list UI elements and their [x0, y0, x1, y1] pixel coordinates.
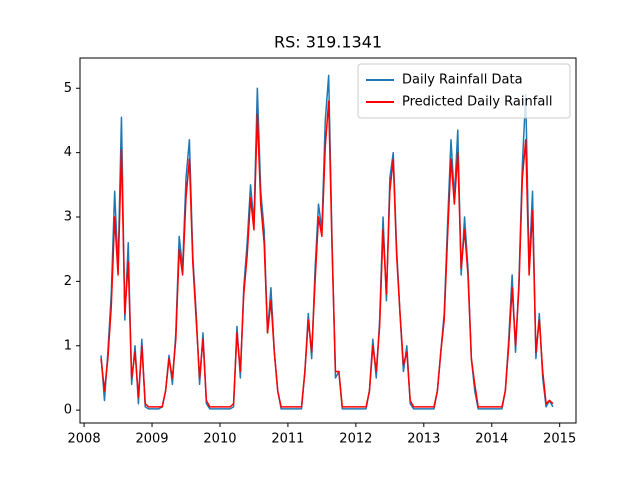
data-line	[100, 100, 554, 408]
legend-label: Predicted Daily Rainfall	[402, 95, 553, 110]
x-tick-label: 2015	[543, 432, 576, 447]
x-tick-label: 2011	[271, 432, 304, 447]
x-tick-label: 2010	[203, 432, 236, 447]
legend-box	[357, 63, 571, 119]
axes-frame	[79, 57, 577, 424]
x-tick-label: 2013	[407, 432, 440, 447]
x-tick-label: 2014	[475, 432, 508, 447]
y-tick-label: 0	[64, 403, 72, 418]
y-tick-label: 2	[64, 274, 72, 289]
y-tick-label: 5	[64, 81, 72, 96]
plot-area	[100, 74, 554, 410]
x-tick-label: 2008	[68, 432, 101, 447]
y-tick-label: 1	[64, 338, 72, 353]
y-tick-label: 4	[64, 145, 72, 160]
legend: Daily Rainfall Data Predicted Daily Rainf…	[357, 63, 571, 119]
x-tick-label: 2009	[135, 432, 168, 447]
chart-title: RS: 319.1341	[274, 33, 382, 52]
legend-label: Daily Rainfall Data	[402, 73, 523, 88]
x-tick-label: 2012	[339, 432, 372, 447]
y-tick-label: 3	[64, 210, 72, 225]
